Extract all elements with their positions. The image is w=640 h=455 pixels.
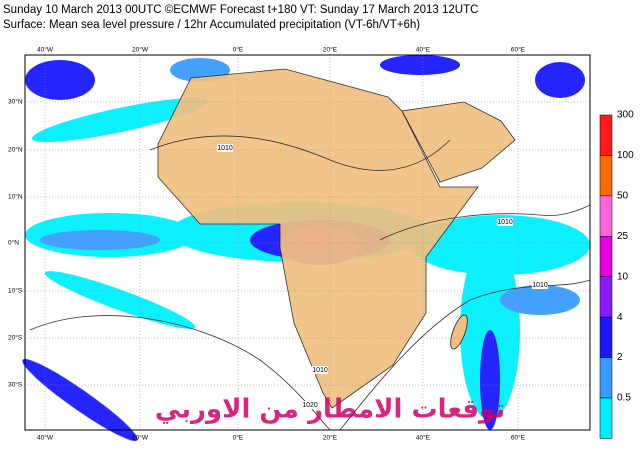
colorbar-segment [599, 236, 613, 277]
header-line: Sunday 10 March 2013 00UTC ©ECMWF Foreca… [3, 4, 478, 16]
lat-label: 0°N [8, 239, 19, 247]
lat-label: 10°S [8, 287, 23, 295]
lon-label: 20°W [132, 434, 149, 442]
lon-label: 40°E [416, 434, 431, 442]
map-border [24, 54, 591, 431]
isobar-label: 1010 [532, 282, 548, 289]
lon-label: 40°W [37, 434, 54, 442]
colorbar-segment [599, 114, 613, 156]
colorbar-label: 4 [617, 312, 623, 323]
lon-label: 40°E [416, 46, 431, 54]
colorbar-label: 25 [617, 231, 629, 242]
lat-label: 10°N [8, 193, 23, 201]
lat-label: 30°S [8, 381, 23, 389]
colorbar-segment [599, 155, 613, 197]
isobar-label-bg [302, 401, 318, 409]
colorbar-label: 300 [617, 110, 634, 121]
lat-label: 30°N [8, 98, 23, 106]
lon-label: 40°W [37, 46, 54, 54]
colorbar-segment [599, 316, 613, 358]
colorbar-segment [599, 357, 613, 399]
colorbar-segment [599, 397, 613, 439]
isobar-label: 1010 [312, 367, 328, 374]
graticule [25, 55, 590, 430]
colorbar-label: 50 [617, 190, 629, 201]
madagascar [450, 314, 468, 350]
header-line: Surface: Mean sea level pressure / 12hr … [3, 19, 420, 31]
isobars [29, 135, 591, 431]
colorbar-label: 2 [617, 352, 623, 363]
colorbar-label: 0.5 [617, 393, 631, 404]
isobar-label-bg [217, 144, 233, 152]
colorbar-label: 100 [617, 150, 634, 161]
isobar-label-bg [312, 366, 328, 374]
isobar-label-bg [532, 281, 548, 289]
map-area [22, 54, 591, 441]
colorbar-segment [599, 195, 613, 237]
lon-label: 20°W [132, 46, 149, 54]
lat-label: 20°N [8, 146, 23, 154]
lon-label: 20°E [323, 434, 338, 442]
lat-label: 20°S [8, 334, 23, 342]
watermark: توقعات الامطار من الاوربي [155, 395, 505, 425]
isobar-label: 1020 [302, 402, 318, 409]
lon-label: 60°E [511, 46, 526, 54]
lon-label: 60°E [511, 434, 526, 442]
colorbar-label: 10 [617, 271, 629, 282]
isobar-label: 1010 [497, 219, 513, 226]
colorbar-segment [599, 276, 613, 318]
lon-label: 0°E [233, 46, 244, 54]
isobar-label-bg [497, 218, 513, 226]
lon-label: 20°E [323, 46, 338, 54]
lon-label: 0°E [233, 434, 244, 442]
africa [157, 68, 479, 409]
isobar-label: 1010 [217, 145, 233, 152]
